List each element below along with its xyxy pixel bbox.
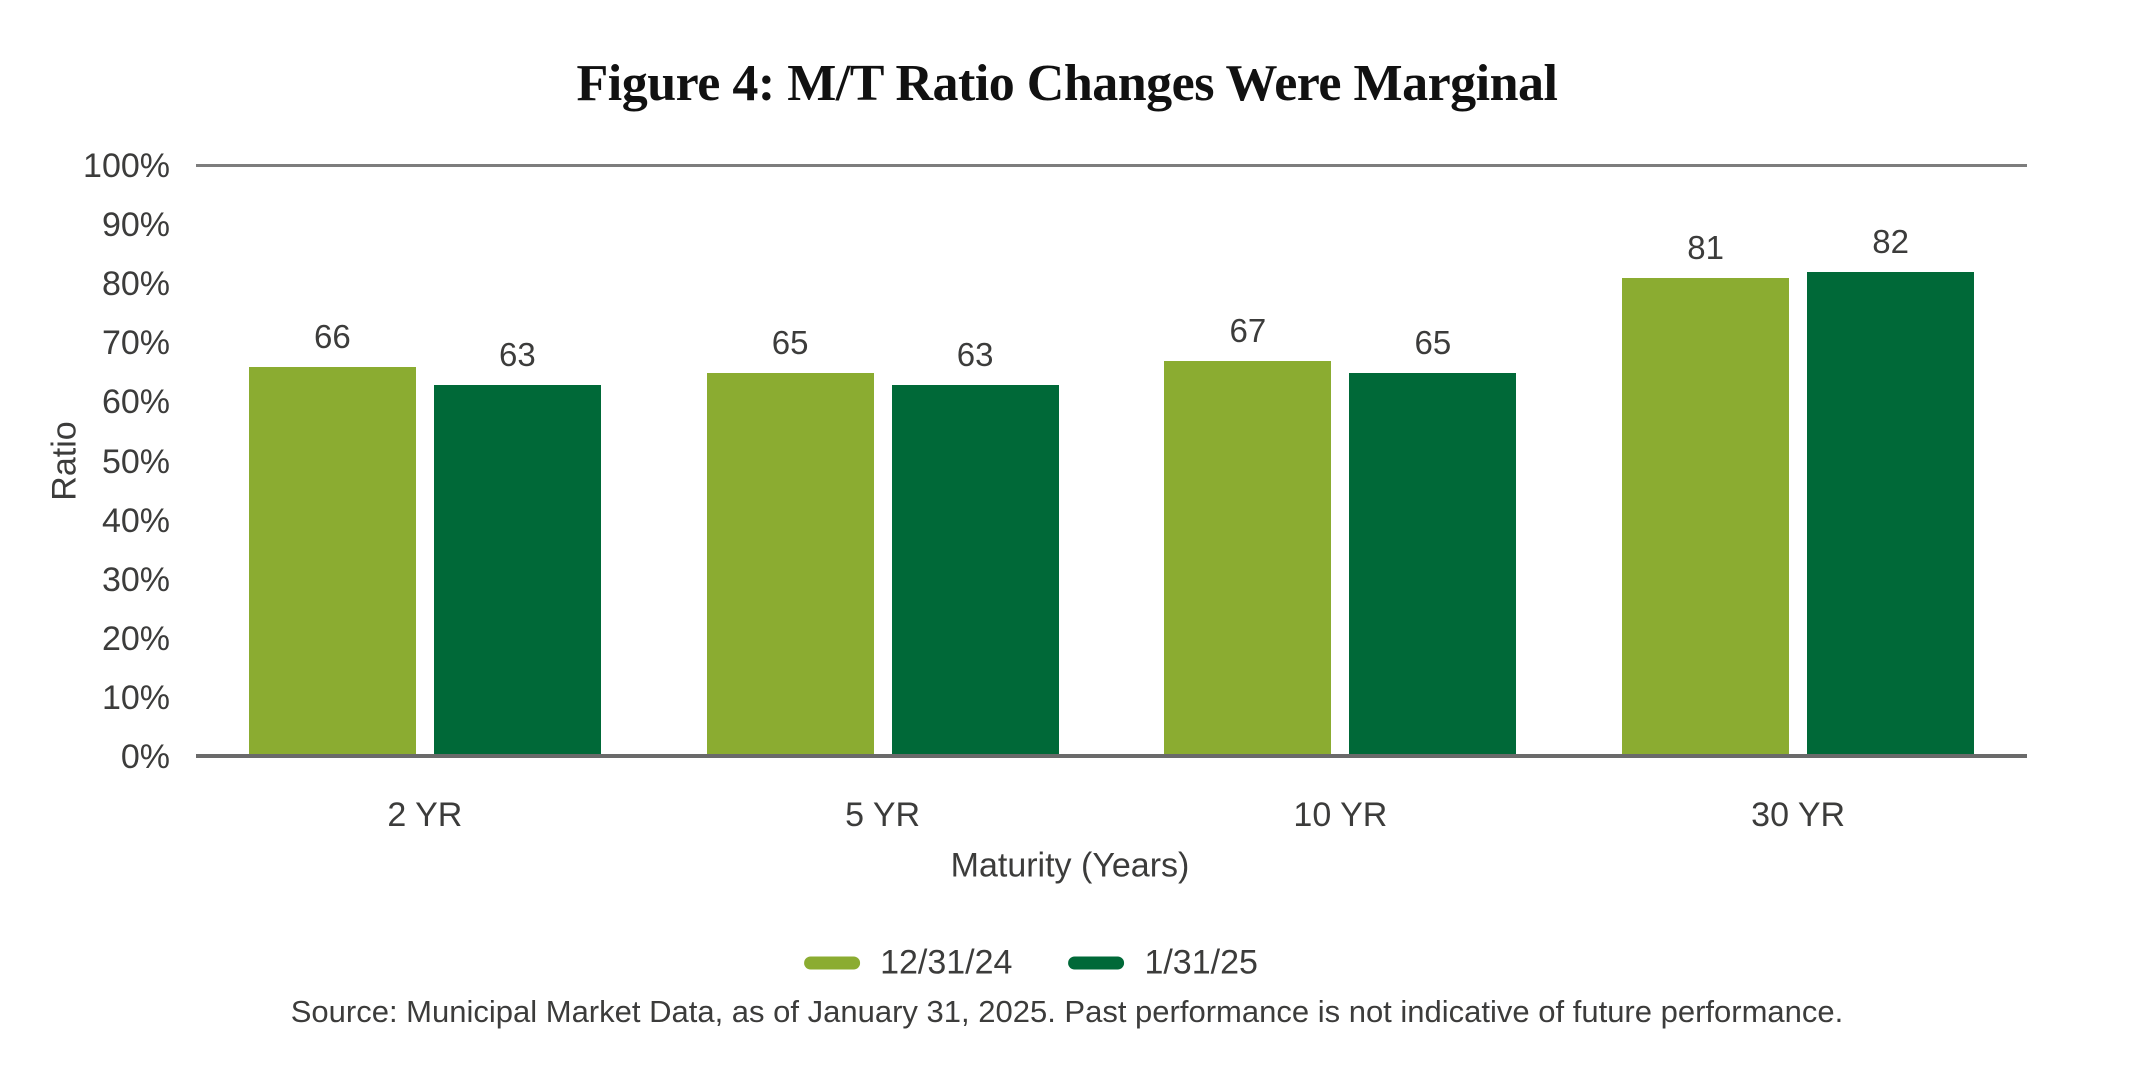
source-note: Source: Municipal Market Data, as of Jan… [290,994,1844,1029]
x-tick-label: 10 YR [1293,796,1388,834]
x-axis-title: Maturity (Years) [950,846,1190,885]
bar-value-label: 63 [956,335,994,373]
y-tick-label: 80% [101,265,170,304]
y-tick-label: 10% [101,678,170,717]
chart-title: Figure 4: M/T Ratio Changes Were Margina… [576,55,1558,112]
y-tick-label: 20% [101,619,170,658]
y-tick-label: 100% [83,147,170,185]
x-axis-line [196,754,2027,758]
x-tick-label: 5 YR [845,796,921,834]
bar-value-label: 63 [499,335,536,373]
legend-label: 12/31/24 [880,943,1013,982]
legend-item-12-31-24: 12/31/24 [804,944,1012,983]
bar-10yr-12-31-24 [1164,361,1332,757]
bar-value-label: 82 [1872,223,1909,261]
y-tick-label: 40% [101,501,170,540]
legend: 12/31/24 1/31/25 [804,944,1258,983]
bar-value-label: 67 [1229,312,1267,350]
bar-2yr-12-31-24 [248,366,416,757]
y-tick-label: 30% [101,560,170,599]
bar-value-label: 65 [771,323,809,361]
bar-10yr-1-31-25 [1349,372,1517,757]
y-tick-label: 90% [101,206,170,245]
bar-5yr-1-31-25 [891,384,1059,757]
bar-5yr-12-31-24 [706,372,874,757]
gridline-100-percent [196,164,2027,167]
legend-swatch-light-green [804,956,861,970]
bar-value-label: 81 [1687,229,1724,267]
bar-value-label: 66 [314,317,351,355]
x-tick-label: 2 YR [387,796,463,834]
bar-30yr-1-31-25 [1807,272,1975,757]
bar-30yr-12-31-24 [1622,278,1790,757]
y-tick-label: 70% [101,324,170,363]
legend-label: 1/31/25 [1144,943,1258,982]
y-tick-label: 50% [101,442,170,481]
bar-2yr-1-31-25 [433,384,601,757]
legend-swatch-dark-green [1068,956,1125,970]
bar-value-label: 65 [1414,323,1452,361]
y-tick-label: 60% [101,383,170,422]
x-tick-label: 30 YR [1751,796,1846,834]
legend-item-1-31-25: 1/31/25 [1068,943,1258,983]
y-tick-label: 0% [120,738,170,776]
